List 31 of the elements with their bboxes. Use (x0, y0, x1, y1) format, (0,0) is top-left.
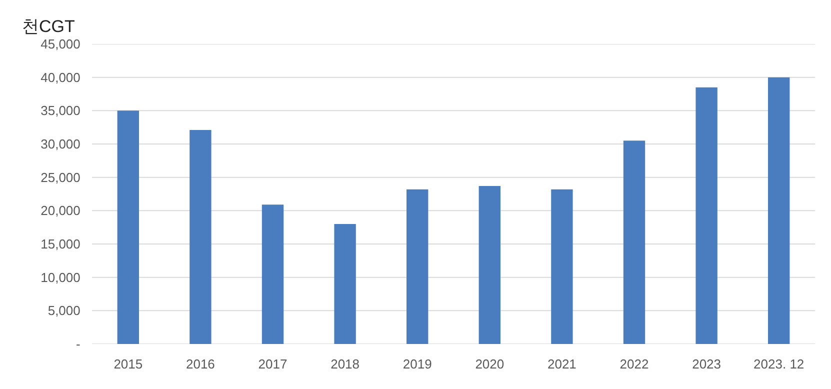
y-tick-label: 20,000 (40, 203, 80, 218)
bar (334, 224, 356, 344)
bar (406, 189, 428, 344)
bar (551, 189, 573, 344)
y-tick-label: 45,000 (40, 36, 80, 52)
bar (768, 77, 790, 344)
y-tick-label: 30,000 (40, 136, 80, 152)
y-axis-title: 천CGT (22, 17, 75, 36)
y-tick-label: 25,000 (40, 170, 80, 185)
y-tick-label: 15,000 (40, 236, 80, 252)
x-tick-label: 2017 (258, 356, 288, 372)
bar (478, 186, 500, 344)
bar (696, 87, 718, 344)
x-tick-label: 2022 (620, 356, 649, 372)
bar (623, 140, 646, 344)
x-tick-label: 2020 (475, 356, 504, 372)
x-tick-label: 2016 (186, 356, 215, 372)
x-tick-label: 2021 (547, 356, 576, 372)
bar (262, 204, 284, 344)
bar (117, 110, 139, 344)
x-tick-label: 2015 (114, 356, 143, 372)
y-tick-label: 40,000 (40, 70, 80, 85)
y-tick-label: 5,000 (48, 303, 80, 318)
y-tick-label: 10,000 (40, 270, 80, 285)
bar (190, 130, 212, 344)
y-tick-label: - (76, 336, 80, 352)
x-tick-label: 2018 (330, 356, 360, 372)
x-tick-label: 2023 (692, 356, 722, 372)
x-tick-label: 2023. 12 (754, 356, 804, 372)
x-tick-label: 2019 (402, 356, 432, 372)
y-tick-label: 35,000 (40, 103, 80, 118)
